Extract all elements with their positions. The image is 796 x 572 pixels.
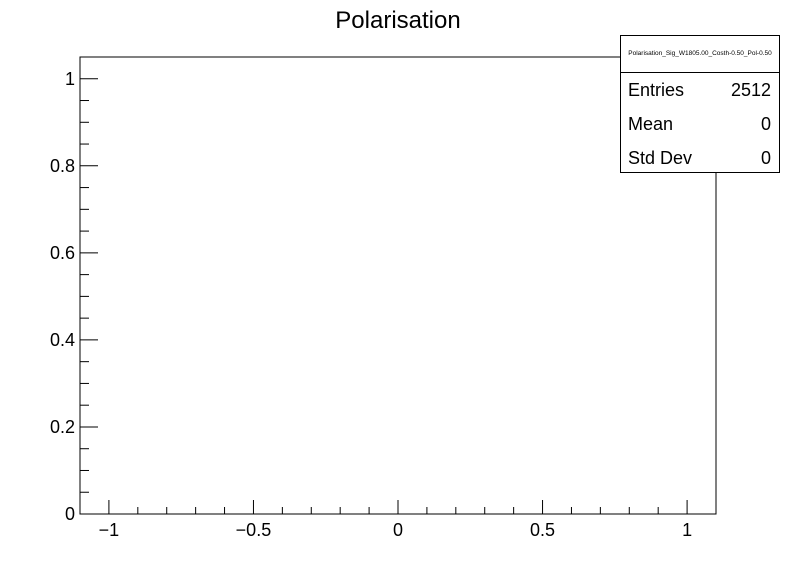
y-tick-label: 0.2 [50, 417, 75, 437]
chart-title: Polarisation [335, 7, 460, 34]
x-tick-label: −0.5 [236, 520, 272, 540]
stats-std-dev-label: Std Dev [628, 148, 693, 168]
stats-box: Polarisation_Sig_W1805.00_Costh-0.50_Pol… [620, 35, 780, 173]
x-tick-label: 0 [393, 520, 403, 540]
y-tick-label: 0 [65, 504, 75, 524]
y-tick-label: 0.4 [50, 330, 75, 350]
x-tick-label: 1 [682, 520, 692, 540]
y-tick-label: 0.6 [50, 243, 75, 263]
stats-mean-value: 0 [760, 114, 771, 134]
stats-row-mean: Mean 0 [621, 107, 779, 141]
y-axis: 0 0.2 0.4 0.6 0.8 1 [50, 56, 98, 524]
x-axis: −1 −0.5 0 0.5 1 [79, 500, 717, 540]
stats-entries-value: 2512 [730, 80, 771, 100]
stats-mean-label: Mean [628, 114, 674, 134]
x-tick-label: 0.5 [530, 520, 555, 540]
y-tick-label: 1 [65, 69, 75, 89]
y-tick-label: 0.8 [50, 156, 75, 176]
stats-box-title: Polarisation_Sig_W1805.00_Costh-0.50_Pol… [621, 36, 779, 73]
stats-entries-label: Entries [628, 80, 685, 100]
stats-row-std-dev: Std Dev 0 [621, 141, 779, 175]
stats-std-dev-value: 0 [760, 148, 771, 168]
stats-row-entries: Entries 2512 [621, 73, 779, 107]
x-tick-label: −1 [99, 520, 120, 540]
